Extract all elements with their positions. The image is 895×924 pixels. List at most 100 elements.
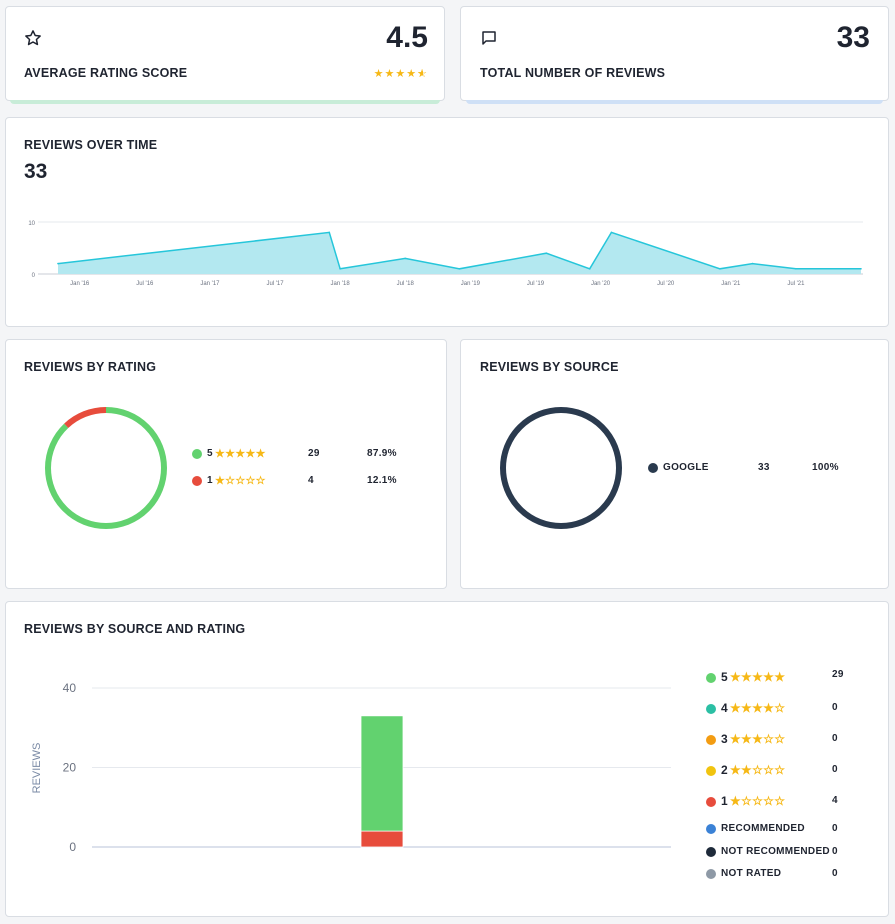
x-tick-label: Jul '19 (527, 281, 545, 287)
average-rating-stars: ★★★★☆★ (373, 68, 428, 80)
rating-5-label: 5 (207, 448, 213, 459)
legend-rating-stars: ★★★★☆ (730, 701, 786, 715)
rating-1-dot (192, 476, 202, 486)
x-tick-label: Jul '17 (266, 281, 284, 287)
y-tick-label: 0 (32, 273, 36, 279)
area-point (545, 252, 548, 254)
rating-1-count: 4 (308, 475, 314, 486)
reviews-by-rating-title: REVIEWS BY RATING (24, 360, 157, 374)
area-point (328, 231, 331, 234)
area-point (610, 231, 613, 234)
legend-dot (706, 846, 716, 857)
legend-label: RECOMMENDED (721, 823, 805, 834)
google-percent: 100% (812, 462, 839, 473)
source-rating-legend-row: 3 ★★★☆☆ 0 (706, 732, 856, 747)
source-rating-legend-row: 2 ★★☆☆☆ 0 (706, 763, 856, 778)
reviews-by-source-card: REVIEWS BY SOURCE GOOGLE 33 100% (460, 339, 889, 589)
legend-label: NOT RECOMMENDED (721, 845, 830, 857)
total-reviews-title: TOTAL NUMBER OF REVIEWS (480, 66, 666, 80)
total-reviews-value: 33 (836, 21, 870, 54)
bar-y-axis-label: REVIEWS (31, 743, 43, 794)
legend-rating-stars: ★★★☆☆ (730, 732, 786, 746)
legend-count: 29 (832, 669, 844, 680)
rating-1-label: 1 (207, 475, 213, 486)
google-dot (648, 463, 658, 473)
rating-5-stars: ★★★★★ (215, 448, 266, 460)
legend-rating-stars: ★☆☆☆☆ (730, 794, 786, 808)
rating-5-count: 29 (308, 448, 320, 459)
donut-slice-1[interactable] (45, 407, 167, 529)
source-rating-legend-row: 4 ★★★★☆ 0 (706, 701, 856, 716)
x-tick-label: Jul '20 (657, 281, 675, 287)
source-legend-row: GOOGLE 33 100% (648, 461, 848, 475)
legend-dot (706, 735, 716, 745)
area-point (860, 268, 862, 270)
source-rating-legend-row: NOT RATED 0 (706, 867, 856, 881)
google-count: 33 (758, 462, 770, 473)
x-tick-label: Jan '17 (200, 281, 220, 287)
source-rating-legend-row: NOT RECOMMENDED 0 (706, 845, 856, 859)
legend-rating-label: 4 (721, 701, 728, 715)
area-point (719, 268, 721, 270)
bar-segment-rating-1[interactable] (360, 830, 404, 848)
donut-slice-google[interactable] (500, 407, 622, 529)
legend-dot (706, 824, 716, 834)
source-rating-bar-chart: 0 20 40 REVIEWS (31, 681, 671, 854)
area-point (57, 262, 59, 265)
total-reviews-card: TOTAL NUMBER OF REVIEWS 33 (460, 6, 889, 101)
legend-rating-stars: ★★★★★ (730, 670, 786, 684)
legend-count: 0 (832, 845, 838, 857)
legend-dot (706, 673, 716, 683)
x-tick-label: Jan '20 (591, 281, 611, 287)
rating-5-percent: 87.9% (367, 448, 397, 459)
area-line (57, 231, 861, 270)
x-tick-label: Jan '16 (70, 281, 90, 287)
area-point (339, 268, 341, 270)
total-reviews-accent-bar (466, 100, 883, 104)
legend-rating-label: 2 (721, 763, 728, 777)
legend-rating-stars: ★★☆☆☆ (730, 763, 786, 777)
reviews-over-time-total: 33 (24, 160, 48, 183)
area-point (588, 268, 591, 270)
reviews-over-time-title: REVIEWS OVER TIME (24, 138, 158, 152)
source-rating-legend-row: 5 ★★★★★ 29 (706, 669, 856, 685)
average-rating-value: 4.5 (386, 21, 428, 54)
legend-label: NOT RATED (721, 868, 782, 879)
area-point (795, 268, 797, 270)
rating-donut-chart (45, 407, 167, 529)
legend-dot (706, 869, 716, 879)
legend-dot (706, 766, 716, 776)
legend-count: 4 (832, 795, 838, 806)
rating-1-percent: 12.1% (367, 475, 397, 486)
source-rating-legend-row: 1 ★☆☆☆☆ 4 (706, 794, 856, 809)
x-tick-label: Jan '21 (721, 281, 741, 287)
bar-y-tick-label: 20 (63, 761, 77, 775)
area-point (404, 257, 407, 260)
area-point (751, 262, 754, 265)
area-point (458, 268, 461, 270)
reviews-by-rating-card: REVIEWS BY RATING 5 ★★★★★ 29 87.9% 1 ★☆☆… (5, 339, 447, 589)
average-rating-accent-bar (10, 100, 440, 104)
x-tick-label: Jul '21 (787, 281, 805, 287)
x-tick-label: Jan '19 (461, 281, 481, 287)
legend-rating-label: 1 (721, 794, 728, 808)
rating-5-dot (192, 449, 202, 459)
rating-legend-row: 5 ★★★★★ 29 87.9% (192, 447, 402, 461)
source-donut-chart (500, 407, 622, 529)
legend-rating-label: 3 (721, 732, 728, 746)
legend-count: 0 (832, 823, 838, 834)
average-rating-title: AVERAGE RATING SCORE (24, 66, 188, 80)
x-tick-label: Jul '16 (136, 281, 154, 287)
donut-slice-5[interactable] (45, 407, 167, 529)
rating-legend-row: 1 ★☆☆☆☆ 4 12.1% (192, 474, 402, 488)
bar-segment-rating-5[interactable] (360, 715, 404, 832)
x-tick-label: Jul '18 (397, 281, 415, 287)
reviews-over-time-chart: 0 10 Jan '16 Jul '16 Jan '17 Jul '17 Jan '18 Ju… (28, 221, 863, 287)
bar-y-tick-label: 40 (63, 681, 77, 695)
legend-count: 0 (832, 702, 838, 713)
legend-count: 0 (832, 764, 838, 775)
average-rating-card: AVERAGE RATING SCORE 4.5 ★★★★☆★ (5, 6, 445, 101)
legend-count: 0 (832, 868, 838, 879)
area-fill (58, 232, 861, 274)
reviews-by-source-and-rating-title: REVIEWS BY SOURCE AND RATING (24, 622, 246, 636)
